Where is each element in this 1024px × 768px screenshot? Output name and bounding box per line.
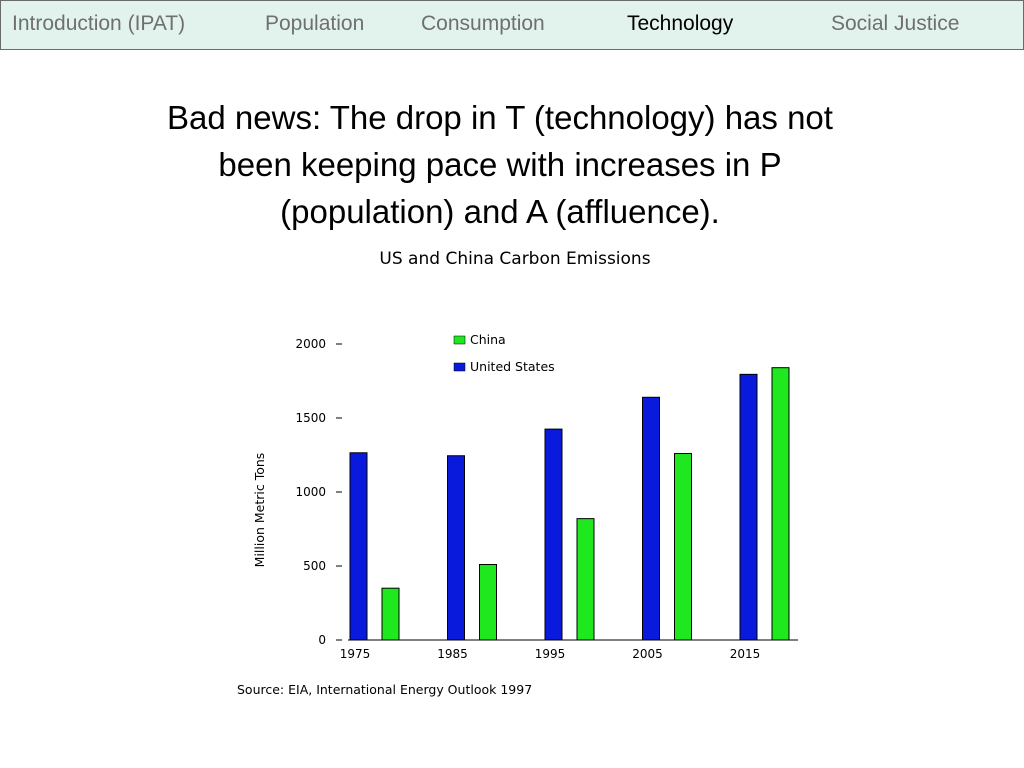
legend-label: China (470, 332, 506, 347)
nav-item-population[interactable]: Population (265, 12, 365, 35)
x-tick-label: 1975 (340, 647, 371, 661)
source-note: Source: EIA, International Energy Outloo… (237, 682, 533, 697)
x-tick-label: 2015 (730, 647, 761, 661)
nav-item-consumption[interactable]: Consumption (421, 12, 545, 35)
y-tick-label: 0 (318, 633, 326, 647)
bar-united-states (642, 396, 660, 641)
heading-line: been keeping pace with increases in P (218, 146, 782, 183)
nav-item-social-justice[interactable]: Social Justice (831, 12, 960, 35)
bar-china (674, 453, 692, 641)
bar-united-states (349, 452, 368, 641)
chart-title: US and China Carbon Emissions (379, 249, 651, 269)
x-tick-label: 1985 (437, 647, 468, 661)
bar-china (479, 564, 497, 641)
y-tick-label: 2000 (295, 337, 326, 351)
legend-swatch (453, 335, 466, 345)
nav-item-introduction[interactable]: Introduction (IPAT) (12, 12, 186, 35)
nav-bar: Introduction (IPAT) Population Consumpti… (0, 0, 1024, 50)
x-tick-label: 2005 (632, 647, 663, 661)
bar-china (771, 367, 790, 641)
legend-label: United States (470, 359, 555, 374)
slide-heading: Bad news: The drop in T (technology) has… (60, 94, 940, 235)
y-tick-label: 1500 (295, 411, 326, 425)
bar-china (576, 518, 595, 641)
y-tick-label: 500 (303, 559, 326, 573)
nav-item-technology[interactable]: Technology (627, 12, 734, 35)
bar-united-states (739, 373, 758, 641)
legend-swatch (453, 362, 466, 372)
heading-line: Bad news: The drop in T (technology) has… (167, 99, 833, 136)
y-axis-label: Million Metric Tons (252, 453, 267, 568)
x-tick-label: 1995 (535, 647, 566, 661)
bar-china (381, 587, 400, 641)
heading-line: (population) and A (affluence). (280, 193, 720, 230)
y-tick-label: 1000 (295, 485, 326, 499)
bar-united-states (544, 428, 563, 641)
bar-chart: 0 500 1000 1500 2000 Million Metric Tons 1975 1… (252, 332, 798, 661)
bar-united-states (447, 455, 465, 641)
